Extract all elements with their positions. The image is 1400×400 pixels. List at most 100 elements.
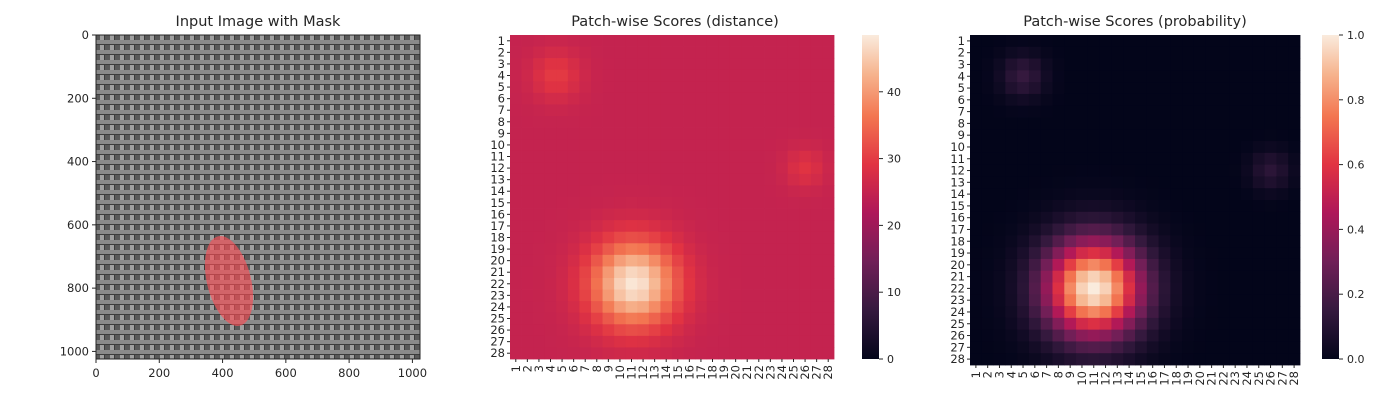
heatmap-cell: [787, 243, 800, 256]
heatmap-cell: [753, 150, 765, 163]
heatmap-cell: [602, 208, 615, 221]
distance-heatmap-cells: [510, 35, 835, 360]
col-tick-label: 13: [648, 365, 662, 380]
heatmap-cell: [533, 266, 546, 279]
heatmap-cell: [510, 139, 522, 152]
colorbar-tick-label: 30: [887, 153, 901, 166]
heatmap-cell: [556, 92, 569, 105]
heatmap-cell: [1064, 152, 1077, 166]
heatmap-cell: [764, 220, 777, 233]
heatmap-cell: [1017, 282, 1030, 295]
heatmap-cell: [544, 220, 557, 233]
heatmap-cell: [614, 92, 627, 105]
heatmap-cell: [648, 46, 661, 59]
heatmap-cell: [822, 312, 835, 325]
heatmap-cell: [1064, 46, 1077, 59]
heatmap-cell: [1288, 105, 1301, 118]
heatmap-cell: [1076, 129, 1089, 142]
heatmap-cell: [970, 82, 983, 95]
heatmap-cell: [810, 312, 823, 325]
heatmap-cell: [1123, 258, 1136, 272]
row-tick-label: 10: [490, 138, 505, 152]
col-tick-label: 13: [1110, 371, 1124, 386]
col-tick-label: 21: [740, 365, 754, 380]
col-tick-label: 16: [1146, 371, 1160, 386]
heatmap-cell: [810, 324, 823, 337]
heatmap-cell: [1146, 235, 1159, 248]
heatmap-cell: [1076, 353, 1089, 366]
heatmap-cell: [544, 162, 557, 175]
heatmap-cell: [1099, 35, 1112, 48]
heatmap-cell: [822, 208, 835, 221]
heatmap-cell: [672, 335, 684, 348]
heatmap-cell: [1158, 129, 1171, 142]
heatmap-cell: [1028, 306, 1042, 319]
heatmap-cell: [602, 35, 615, 47]
col-tick-label: 17: [694, 365, 708, 380]
heatmap-cell: [1052, 188, 1065, 201]
heatmap-cell: [683, 69, 696, 82]
heatmap-cell: [591, 197, 603, 209]
heatmap-cell: [602, 266, 615, 279]
heatmap-cell: [1276, 58, 1289, 71]
heatmap-cell: [1241, 258, 1254, 272]
heatmap-cell: [753, 81, 765, 94]
heatmap-cell: [521, 266, 534, 279]
heatmap-cell: [521, 335, 534, 348]
heatmap-cell: [718, 278, 731, 290]
heatmap-cell: [672, 324, 684, 337]
heatmap-cell: [614, 173, 627, 186]
heatmap-cell: [1276, 306, 1289, 319]
heatmap-cell: [1111, 105, 1124, 118]
heatmap-cell: [810, 243, 823, 256]
heatmap-cell: [981, 93, 994, 107]
heatmap-cell: [567, 127, 580, 140]
heatmap-cell: [970, 270, 983, 283]
heatmap-cell: [579, 92, 592, 105]
heatmap-cell: [602, 139, 615, 152]
heatmap-cell: [1017, 141, 1030, 154]
heatmap-cell: [1193, 211, 1207, 224]
heatmap-cell: [822, 289, 835, 302]
heatmap-cell: [1146, 117, 1159, 130]
heatmap-cell: [1288, 70, 1301, 83]
heatmap-cell: [1052, 306, 1065, 319]
heatmap-cell: [1087, 270, 1101, 283]
heatmap-cell: [695, 69, 708, 82]
heatmap-cell: [741, 347, 754, 360]
heatmap-cell: [544, 150, 557, 163]
heatmap-cell: [625, 104, 638, 117]
heatmap-cell: [1252, 35, 1266, 48]
heatmap-cell: [1064, 294, 1077, 307]
heatmap-cell: [741, 104, 754, 117]
heatmap-cell: [602, 197, 615, 209]
heatmap-cell: [1064, 329, 1077, 342]
heatmap-cell: [1028, 294, 1042, 307]
heatmap-cell: [1241, 105, 1254, 118]
heatmap-cell: [1288, 164, 1301, 177]
heatmap-cell: [1241, 70, 1254, 83]
heatmap-cell: [556, 324, 569, 337]
heatmap-cell: [672, 312, 684, 325]
heatmap-cell: [556, 35, 569, 47]
heatmap-cell: [1135, 353, 1148, 366]
row-tick-label: 5: [498, 80, 505, 94]
heatmap-cell: [1111, 164, 1124, 177]
heatmap-cell: [1252, 211, 1266, 224]
heatmap-cell: [729, 185, 742, 198]
heatmap-cell: [1135, 247, 1148, 260]
probability-heatmap-tick-labels: 1234567891011121314151617181920212223242…: [950, 34, 1301, 386]
heatmap-cell: [1111, 35, 1124, 48]
col-tick-label: 18: [706, 365, 720, 380]
heatmap-cell: [1028, 164, 1042, 177]
heatmap-cell: [648, 173, 661, 186]
heatmap-cell: [579, 197, 592, 209]
heatmap-cell: [718, 301, 731, 314]
heatmap-cell: [1087, 141, 1101, 154]
heatmap-cell: [729, 347, 742, 360]
heatmap-cell: [683, 266, 696, 279]
heatmap-cell: [544, 69, 557, 82]
heatmap-cell: [1229, 105, 1242, 118]
heatmap-cell: [672, 347, 684, 360]
heatmap-cell: [625, 150, 638, 163]
